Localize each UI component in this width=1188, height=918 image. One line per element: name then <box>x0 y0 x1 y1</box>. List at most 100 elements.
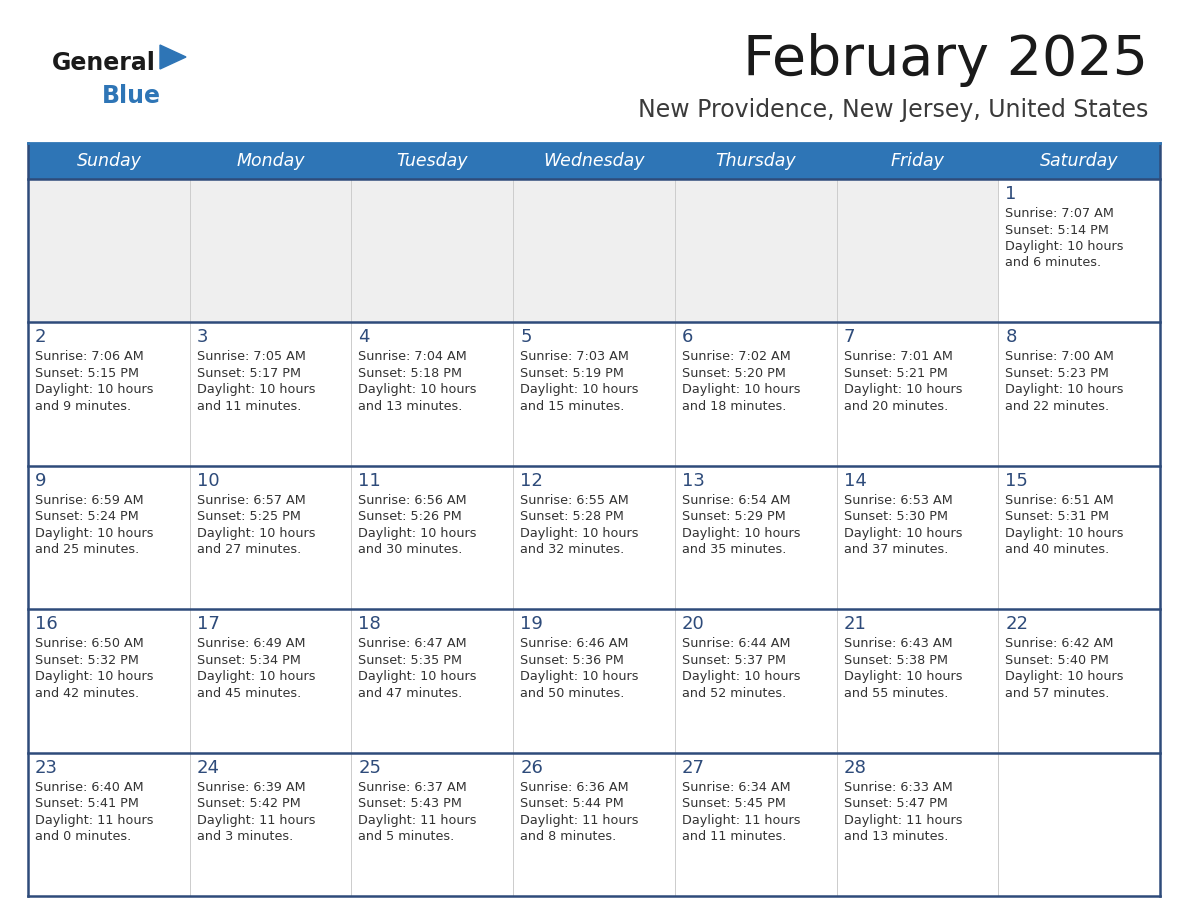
Text: Sunrise: 6:44 AM: Sunrise: 6:44 AM <box>682 637 790 650</box>
Text: Sunset: 5:36 PM: Sunset: 5:36 PM <box>520 654 624 666</box>
Text: Sunrise: 6:57 AM: Sunrise: 6:57 AM <box>197 494 305 507</box>
Text: Daylight: 10 hours: Daylight: 10 hours <box>682 527 801 540</box>
Text: Sunset: 5:18 PM: Sunset: 5:18 PM <box>359 367 462 380</box>
Bar <box>190 179 352 322</box>
Bar <box>190 610 352 753</box>
Text: Sunrise: 7:07 AM: Sunrise: 7:07 AM <box>1005 207 1114 220</box>
Text: Sunrise: 6:46 AM: Sunrise: 6:46 AM <box>520 637 628 650</box>
Text: Sunrise: 6:54 AM: Sunrise: 6:54 AM <box>682 494 790 507</box>
Text: Sunset: 5:14 PM: Sunset: 5:14 PM <box>1005 223 1110 237</box>
Text: 21: 21 <box>843 615 866 633</box>
Text: Sunrise: 6:51 AM: Sunrise: 6:51 AM <box>1005 494 1114 507</box>
Text: Sunset: 5:28 PM: Sunset: 5:28 PM <box>520 510 624 523</box>
Text: New Providence, New Jersey, United States: New Providence, New Jersey, United State… <box>638 98 1148 122</box>
Text: Daylight: 10 hours: Daylight: 10 hours <box>843 670 962 683</box>
Bar <box>998 179 1159 322</box>
Text: Sunset: 5:35 PM: Sunset: 5:35 PM <box>359 654 462 666</box>
Text: Sunday: Sunday <box>76 152 141 170</box>
Text: Sunset: 5:30 PM: Sunset: 5:30 PM <box>843 510 948 523</box>
Text: Sunset: 5:23 PM: Sunset: 5:23 PM <box>1005 367 1110 380</box>
Text: Sunset: 5:17 PM: Sunset: 5:17 PM <box>197 367 301 380</box>
Text: Daylight: 10 hours: Daylight: 10 hours <box>1005 240 1124 253</box>
Text: Sunset: 5:34 PM: Sunset: 5:34 PM <box>197 654 301 666</box>
Bar <box>29 465 190 610</box>
Text: Sunset: 5:38 PM: Sunset: 5:38 PM <box>843 654 948 666</box>
Text: Daylight: 10 hours: Daylight: 10 hours <box>843 384 962 397</box>
Text: and 0 minutes.: and 0 minutes. <box>34 830 131 843</box>
Bar <box>190 465 352 610</box>
Text: Daylight: 11 hours: Daylight: 11 hours <box>34 813 153 826</box>
Text: Daylight: 11 hours: Daylight: 11 hours <box>682 813 801 826</box>
Text: and 8 minutes.: and 8 minutes. <box>520 830 617 843</box>
Text: and 35 minutes.: and 35 minutes. <box>682 543 786 556</box>
Bar <box>836 465 998 610</box>
Bar <box>190 322 352 465</box>
Bar <box>352 753 513 896</box>
Text: Sunset: 5:26 PM: Sunset: 5:26 PM <box>359 510 462 523</box>
Text: 27: 27 <box>682 758 704 777</box>
Bar <box>836 322 998 465</box>
Text: 25: 25 <box>359 758 381 777</box>
Text: 6: 6 <box>682 329 694 346</box>
Text: Daylight: 11 hours: Daylight: 11 hours <box>359 813 476 826</box>
Text: Sunset: 5:29 PM: Sunset: 5:29 PM <box>682 510 785 523</box>
Bar <box>29 610 190 753</box>
Text: and 25 minutes.: and 25 minutes. <box>34 543 139 556</box>
Text: and 13 minutes.: and 13 minutes. <box>359 400 463 413</box>
Text: Daylight: 10 hours: Daylight: 10 hours <box>520 384 639 397</box>
Text: Sunset: 5:25 PM: Sunset: 5:25 PM <box>197 510 301 523</box>
Text: Sunrise: 6:39 AM: Sunrise: 6:39 AM <box>197 780 305 793</box>
Text: 22: 22 <box>1005 615 1029 633</box>
Text: Sunset: 5:15 PM: Sunset: 5:15 PM <box>34 367 139 380</box>
Text: Monday: Monday <box>236 152 305 170</box>
Text: Sunset: 5:42 PM: Sunset: 5:42 PM <box>197 797 301 810</box>
Text: Sunset: 5:19 PM: Sunset: 5:19 PM <box>520 367 624 380</box>
Bar <box>675 179 836 322</box>
Text: Sunset: 5:32 PM: Sunset: 5:32 PM <box>34 654 139 666</box>
Text: 8: 8 <box>1005 329 1017 346</box>
Text: Daylight: 10 hours: Daylight: 10 hours <box>682 670 801 683</box>
Text: Daylight: 10 hours: Daylight: 10 hours <box>34 670 153 683</box>
Text: 20: 20 <box>682 615 704 633</box>
Text: Tuesday: Tuesday <box>397 152 468 170</box>
Text: 2: 2 <box>34 329 46 346</box>
Text: 17: 17 <box>197 615 220 633</box>
Text: 3: 3 <box>197 329 208 346</box>
Bar <box>998 753 1159 896</box>
Text: General: General <box>52 51 156 75</box>
Text: 11: 11 <box>359 472 381 490</box>
Text: and 5 minutes.: and 5 minutes. <box>359 830 455 843</box>
Bar <box>513 465 675 610</box>
Text: and 40 minutes.: and 40 minutes. <box>1005 543 1110 556</box>
Bar <box>352 322 513 465</box>
Text: Sunset: 5:40 PM: Sunset: 5:40 PM <box>1005 654 1110 666</box>
Text: Sunset: 5:31 PM: Sunset: 5:31 PM <box>1005 510 1110 523</box>
Text: and 50 minutes.: and 50 minutes. <box>520 687 625 700</box>
Bar <box>836 753 998 896</box>
Text: 13: 13 <box>682 472 704 490</box>
Text: Daylight: 11 hours: Daylight: 11 hours <box>520 813 639 826</box>
Text: and 52 minutes.: and 52 minutes. <box>682 687 786 700</box>
Text: Sunset: 5:44 PM: Sunset: 5:44 PM <box>520 797 624 810</box>
Text: Sunrise: 6:40 AM: Sunrise: 6:40 AM <box>34 780 144 793</box>
Text: Sunrise: 6:53 AM: Sunrise: 6:53 AM <box>843 494 953 507</box>
Text: Sunset: 5:47 PM: Sunset: 5:47 PM <box>843 797 948 810</box>
Text: Daylight: 10 hours: Daylight: 10 hours <box>843 527 962 540</box>
Bar <box>998 322 1159 465</box>
Text: 24: 24 <box>197 758 220 777</box>
Text: and 45 minutes.: and 45 minutes. <box>197 687 301 700</box>
Bar <box>998 465 1159 610</box>
Text: and 18 minutes.: and 18 minutes. <box>682 400 786 413</box>
Bar <box>29 753 190 896</box>
Text: 23: 23 <box>34 758 58 777</box>
Bar <box>29 322 190 465</box>
Text: and 57 minutes.: and 57 minutes. <box>1005 687 1110 700</box>
Text: and 30 minutes.: and 30 minutes. <box>359 543 463 556</box>
Text: 7: 7 <box>843 329 855 346</box>
Bar <box>675 465 836 610</box>
Text: and 9 minutes.: and 9 minutes. <box>34 400 131 413</box>
Text: 10: 10 <box>197 472 220 490</box>
Text: Daylight: 10 hours: Daylight: 10 hours <box>34 527 153 540</box>
Bar <box>352 610 513 753</box>
Bar <box>190 753 352 896</box>
